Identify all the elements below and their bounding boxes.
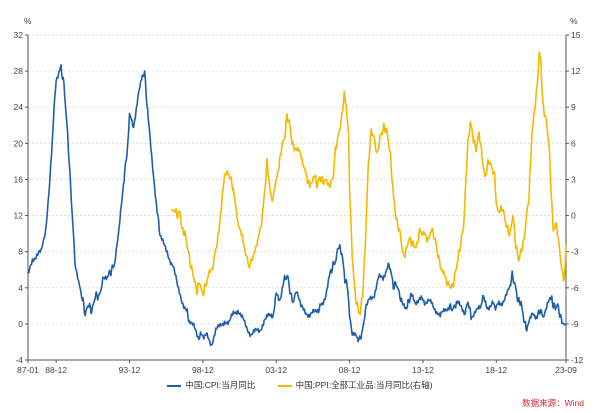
right-tick-label: 15 xyxy=(571,30,581,40)
x-tick-label: 93-12 xyxy=(119,365,141,375)
x-tick-label: 88-12 xyxy=(45,365,67,375)
x-tick-label: 87-01 xyxy=(17,365,39,375)
data-source-note: 数据来源：Wind xyxy=(522,398,584,408)
x-tick-label: 13-12 xyxy=(412,365,434,375)
legend-label-ppi: 中国:PPI:全部工业品:当月同比(右轴) xyxy=(295,380,433,390)
right-tick-label: -3 xyxy=(571,247,579,257)
legend-label-cpi: 中国:CPI:当月同比 xyxy=(185,380,256,390)
left-tick-label: 8 xyxy=(18,247,23,257)
legend-item-ppi: 中国:PPI:全部工业品:当月同比(右轴) xyxy=(277,379,433,391)
x-tick-label: 23-09 xyxy=(555,365,577,375)
right-tick-label: 3 xyxy=(571,174,576,184)
series-line-ppi xyxy=(171,51,567,316)
series-group xyxy=(27,51,567,347)
right-tick-label: -12 xyxy=(571,355,584,365)
tick-labels: -4 0 4 8 12 16 20 24 28 32 -12 -9 -6 -3 0 3 6 9 12 15 87-01 8… xyxy=(14,30,584,375)
left-tick-label: 32 xyxy=(14,30,24,40)
right-tick-label: -9 xyxy=(571,319,579,329)
axes xyxy=(25,34,569,363)
right-axis-unit: % xyxy=(570,16,578,26)
gridlines xyxy=(28,34,566,325)
left-tick-label: 16 xyxy=(14,174,24,184)
left-tick-label: 0 xyxy=(18,319,23,329)
right-tick-label: 0 xyxy=(571,211,576,221)
x-tick-label: 18-12 xyxy=(485,365,507,375)
left-axis-unit: % xyxy=(24,16,32,26)
left-tick-label: 20 xyxy=(14,138,24,148)
right-tick-label: 12 xyxy=(571,66,581,76)
series-line-cpi xyxy=(27,64,567,347)
x-tick-label: 08-12 xyxy=(339,365,361,375)
right-tick-label: 6 xyxy=(571,138,576,148)
left-tick-label: 4 xyxy=(18,283,23,293)
left-tick-label: 24 xyxy=(14,102,24,112)
left-tick-label: 12 xyxy=(14,211,24,221)
legend-swatch-ppi xyxy=(277,384,292,387)
right-tick-label: 9 xyxy=(571,102,576,112)
chart-legend: 中国:CPI:当月同比 中国:PPI:全部工业品:当月同比(右轴) xyxy=(0,379,600,391)
right-tick-label: -6 xyxy=(571,283,579,293)
x-tick-label: 98-12 xyxy=(192,365,214,375)
legend-item-cpi: 中国:CPI:当月同比 xyxy=(167,379,255,391)
x-tick-label: 03-12 xyxy=(265,365,287,375)
left-tick-label: 28 xyxy=(14,66,24,76)
left-tick-label: -4 xyxy=(15,355,23,365)
legend-swatch-cpi xyxy=(167,384,182,387)
